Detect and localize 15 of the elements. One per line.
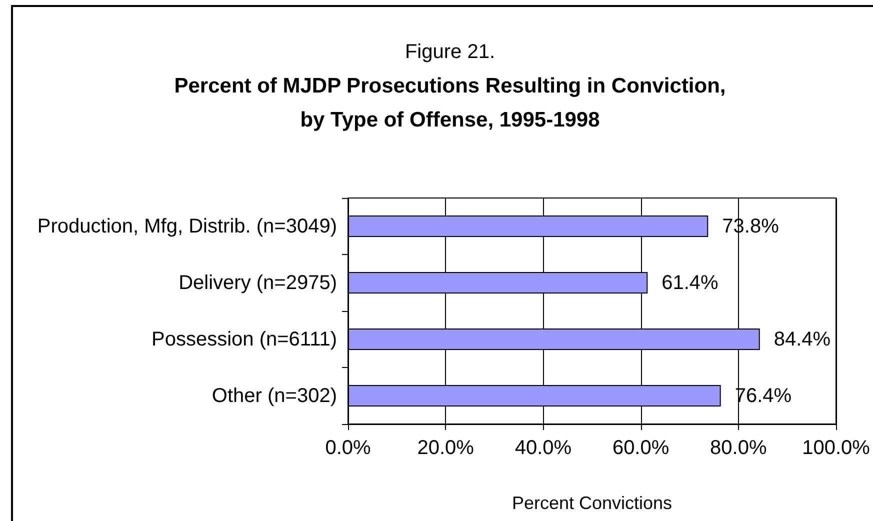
x-tick-label: 0.0% (325, 437, 372, 459)
x-tick-label: 40.0% (514, 437, 572, 459)
data-label: 84.4% (774, 328, 831, 350)
x-tick-label: 100.0% (802, 437, 870, 459)
y-tick-label: Delivery (n=2975) (178, 272, 337, 294)
x-tick-label: 60.0% (612, 437, 670, 459)
y-tick-label: Production, Mfg, Distrib. (n=3049) (37, 215, 337, 238)
x-tick-label: 80.0% (710, 437, 767, 459)
x-axis-title: Percent Convictions (512, 493, 672, 513)
y-tick-label: Possession (n=6111) (152, 328, 337, 350)
x-tick-label: 20.0% (417, 437, 474, 459)
data-label: 61.4% (662, 272, 719, 294)
y-tick-label: Other (n=302) (212, 384, 337, 407)
chart-subtitle: Figure 21. (404, 41, 496, 63)
chart-title: Percent of MJDP Prosecutions Resulting in Conviction, by Type of Offense, 1995-1998 (174, 74, 726, 132)
